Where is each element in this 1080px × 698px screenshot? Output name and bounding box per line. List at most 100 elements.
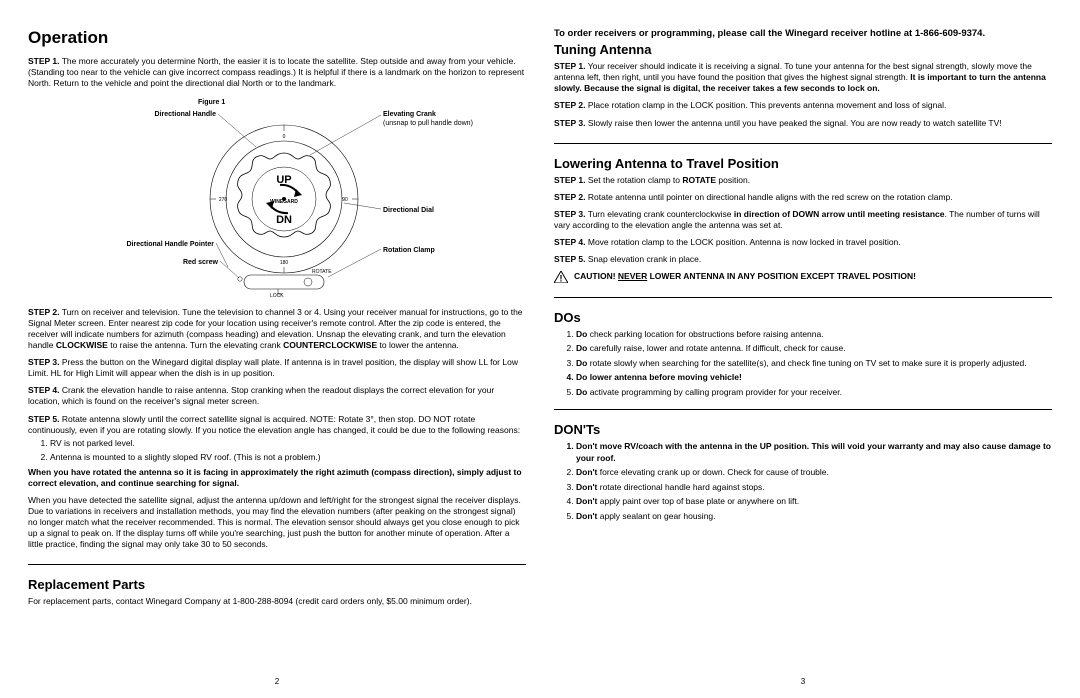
text: Rotate antenna until pointer on directio… [586, 192, 953, 202]
svg-text:270: 270 [219, 197, 228, 203]
page-number: 2 [28, 677, 526, 686]
list-item: Do check parking location for obstructio… [576, 329, 1052, 340]
step-label: STEP 2. [28, 307, 60, 317]
step-label: STEP 5. [28, 414, 60, 424]
step-label: STEP 1. [554, 175, 586, 185]
step-label: STEP 2. [554, 192, 586, 202]
text-bold: CLOCKWISE [56, 340, 108, 350]
tune-step-2: STEP 2. Place rotation clamp in the LOCK… [554, 100, 1052, 111]
text: force elevating crank up or down. Check … [597, 467, 829, 477]
text-bold: Don't [576, 496, 597, 506]
caution-text: CAUTION! NEVER LOWER ANTENNA IN ANY POSI… [574, 271, 916, 282]
list-item: Don't apply sealant on gear housing. [576, 511, 1052, 522]
text: Place rotation clamp in the LOCK positio… [586, 100, 947, 110]
text-bold: Don't [576, 467, 597, 477]
text: rotate slowly when searching for the sat… [587, 358, 1026, 368]
text-underline: NEVER [618, 271, 647, 281]
lowering-heading: Lowering Antenna to Travel Position [554, 156, 1052, 171]
list-item: RV is not parked level. [50, 438, 526, 449]
lower-step-1: STEP 1. Set the rotation clamp to ROTATE… [554, 175, 1052, 186]
list-item: Don't apply paint over top of base plate… [576, 496, 1052, 507]
detect-signal-text: When you have detected the satellite sig… [28, 495, 526, 550]
left-page: Operation STEP 1. The more accurately yo… [28, 28, 526, 686]
dial-up-text: UP [276, 174, 291, 186]
order-hotline: To order receivers or programming, pleas… [554, 28, 1052, 40]
step-label: STEP 3. [554, 209, 586, 219]
text: activate programming by calling program … [587, 387, 842, 397]
step-label: STEP 1. [28, 56, 60, 66]
text: Crank the elevation handle to raise ante… [28, 385, 494, 406]
step-label: STEP 1. [554, 61, 586, 71]
list-item: Do rotate slowly when searching for the … [576, 358, 1052, 369]
caution-row: ! CAUTION! NEVER LOWER ANTENNA IN ANY PO… [554, 271, 1052, 283]
svg-text:90: 90 [342, 197, 348, 203]
text-bold: COUNTERCLOCKWISE [283, 340, 377, 350]
op-step-4: STEP 4. Crank the elevation handle to ra… [28, 385, 526, 407]
step-text: The more accurately you determine North,… [28, 56, 524, 88]
rotate-label: ROTATE [312, 269, 332, 275]
tune-step-3: STEP 3. Slowly raise then lower the ante… [554, 118, 1052, 129]
step-label: STEP 4. [554, 237, 586, 247]
text: Move rotation clamp to the LOCK position… [586, 237, 901, 247]
svg-text:0: 0 [283, 134, 286, 140]
text: Rotate antenna slowly until the correct … [28, 414, 520, 435]
text: check parking location for obstructions … [587, 329, 823, 339]
tune-step-1: STEP 1. Your receiver should indicate it… [554, 61, 1052, 94]
svg-text:180: 180 [280, 260, 289, 266]
step5-reasons-list: RV is not parked level. Antenna is mount… [28, 438, 526, 467]
text: Set the rotation clamp to [586, 175, 683, 185]
step-label: STEP 2. [554, 100, 586, 110]
op-step-1: STEP 1. The more accurately you determin… [28, 56, 526, 89]
text: to raise the antenna. Turn the elevating… [108, 340, 283, 350]
text: to lower the antenna. [377, 340, 459, 350]
text-bold: Do [576, 329, 587, 339]
lower-step-2: STEP 2. Rotate antenna until pointer on … [554, 192, 1052, 203]
step-label: STEP 3. [554, 118, 586, 128]
list-item: Don't force elevating crank up or down. … [576, 467, 1052, 478]
lower-step-3: STEP 3. Turn elevating crank countercloc… [554, 209, 1052, 231]
list-item: Do carefully raise, lower and rotate ant… [576, 343, 1052, 354]
text: carefully raise, lower and rotate antenn… [587, 343, 845, 353]
list-item: Antenna is mounted to a slightly sloped … [50, 452, 526, 463]
lock-label: LOCK [270, 293, 284, 299]
lower-step-5: STEP 5. Snap elevation crank in place. [554, 254, 1052, 265]
text: apply sealant on gear housing. [597, 511, 715, 521]
text-bold: in direction of DOWN arrow until meeting… [734, 209, 945, 219]
text-bold: Do [576, 343, 587, 353]
step-label: STEP 3. [28, 357, 60, 367]
donts-list: Don't move RV/coach with the antenna in … [554, 441, 1052, 525]
text: Press the button on the Winegard digital… [28, 357, 518, 378]
text-bold: Do [576, 387, 587, 397]
dos-list: Do check parking location for obstructio… [554, 329, 1052, 401]
antenna-dial-svg: UP DN WINEGARD 0 90 180 270 ROTATE LOCK [28, 99, 540, 299]
text: Slowly raise then lower the antenna unti… [586, 118, 1002, 128]
text: CAUTION! [574, 271, 618, 281]
op-step-5: STEP 5. Rotate antenna slowly until the … [28, 414, 526, 436]
replacement-heading: Replacement Parts [28, 577, 526, 592]
replacement-text: For replacement parts, contact Winegard … [28, 596, 526, 607]
page-number: 3 [554, 677, 1052, 686]
step5-bold-note: When you have rotated the antenna so it … [28, 467, 526, 489]
divider [554, 143, 1052, 144]
list-item: Don't rotate directional handle hard aga… [576, 482, 1052, 493]
text: apply paint over top of base plate or an… [597, 496, 799, 506]
tuning-heading: Tuning Antenna [554, 42, 1052, 57]
step-label: STEP 5. [554, 254, 586, 264]
text: Turn elevating crank counterclockwise [586, 209, 734, 219]
step-label: STEP 4. [28, 385, 60, 395]
figure-1: Figure 1 Directional Handle Elevating Cr… [28, 99, 526, 299]
text-bold: Do [576, 358, 587, 368]
list-item: Do lower antenna before moving vehicle! [576, 372, 1052, 383]
donts-heading: DON'Ts [554, 422, 1052, 437]
text: Snap elevation crank in place. [586, 254, 702, 264]
dos-heading: DOs [554, 310, 1052, 325]
text: LOWER ANTENNA IN ANY POSITION EXCEPT TRA… [647, 271, 916, 281]
svg-text:!: ! [560, 273, 563, 283]
lower-step-4: STEP 4. Move rotation clamp to the LOCK … [554, 237, 1052, 248]
op-step-3: STEP 3. Press the button on the Winegard… [28, 357, 526, 379]
operation-heading: Operation [28, 28, 526, 48]
right-page: To order receivers or programming, pleas… [554, 28, 1052, 686]
op-step-2: STEP 2. Turn on receiver and television.… [28, 307, 526, 351]
text: position. [716, 175, 750, 185]
divider [554, 297, 1052, 298]
